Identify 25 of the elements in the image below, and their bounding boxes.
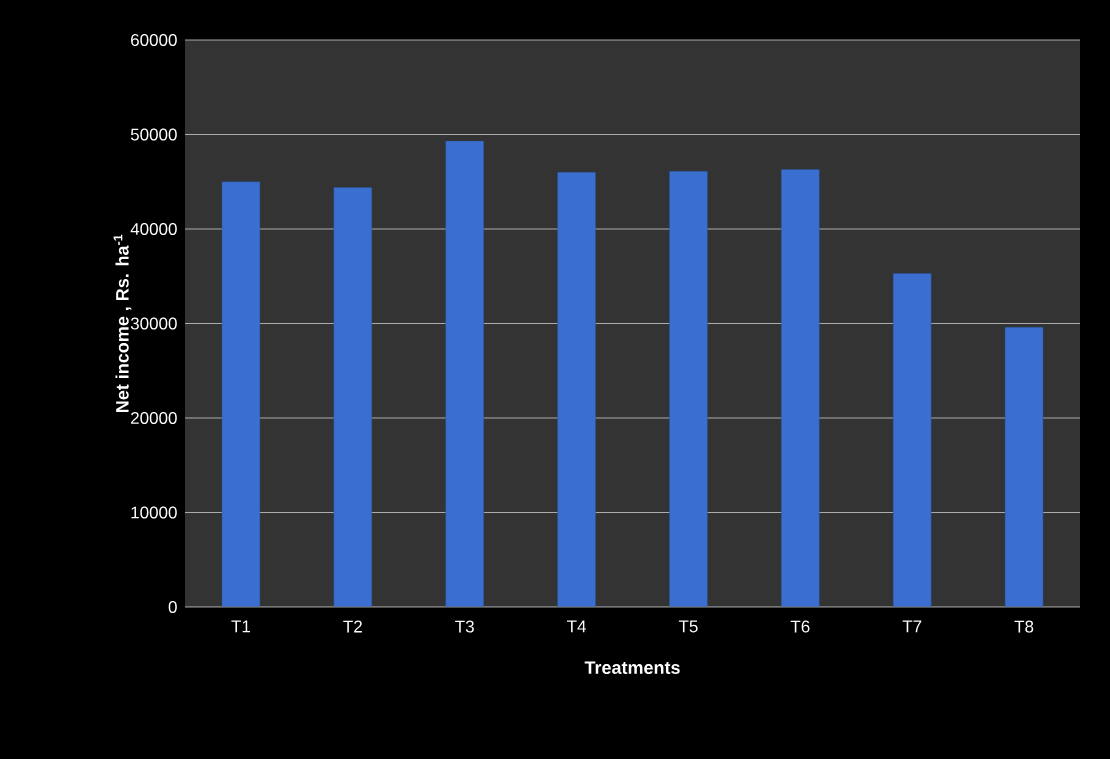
- x-tick-label: T8: [1014, 620, 1034, 633]
- bar: [669, 171, 708, 607]
- bar: [445, 140, 484, 607]
- bar: [333, 187, 373, 607]
- y-axis-title: Net income , Rs. ha$^{-1}$: [113, 234, 132, 412]
- x-tick-label: T7: [902, 620, 922, 633]
- x-tick-label: T2: [343, 620, 362, 633]
- y-tick-label: 10000: [131, 506, 177, 519]
- y-tick-label: 0: [168, 600, 177, 614]
- x-tick-label: T3: [455, 620, 474, 633]
- bar: [557, 172, 596, 607]
- bar: [781, 169, 820, 607]
- x-tick-label: T6: [790, 620, 810, 633]
- y-tick-label: 30000: [130, 317, 177, 330]
- x-axis-title: Treatments: [584, 661, 680, 674]
- y-tick-label: 60000: [131, 33, 177, 47]
- y-tick-label: 50000: [130, 128, 177, 141]
- bar: [1004, 327, 1044, 607]
- x-tick-label: T4: [567, 620, 586, 633]
- x-tick-label: T5: [678, 620, 698, 633]
- y-tick-label: 40000: [130, 222, 177, 236]
- bar: [221, 181, 261, 607]
- x-tick-label: T1: [231, 620, 251, 633]
- y-tick-label: 20000: [131, 411, 177, 425]
- bar: [892, 273, 932, 607]
